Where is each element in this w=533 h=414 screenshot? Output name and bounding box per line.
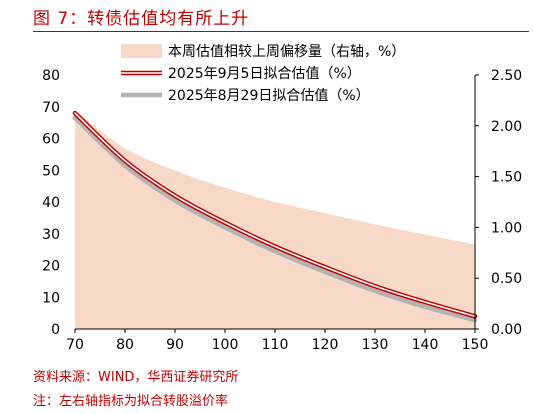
y-left-tick-label: 70 [42,100,60,116]
series-area-offset [75,110,475,329]
tick-layer: 70 80 90 100 110 120 130 140 150 0 10 20 30 40 50 60 70 8… [42,68,522,353]
x-tick-label: 130 [362,337,389,353]
area-layer [75,110,475,329]
x-tick-label: 100 [212,337,239,353]
source-note: 资料来源：WIND，华西证券研究所 [33,370,239,385]
x-tick-label: 90 [166,337,184,353]
y-left-tick-label: 50 [42,163,60,179]
figure-header: 图 7：转债估值均有所上升 [0,0,533,34]
y-right-tick-label: 0.50 [491,271,522,287]
legend-label: 2025年8月29日拟合估值（%） [168,88,370,104]
line-layer [72,110,478,323]
y-left-tick-label: 0 [51,322,60,338]
x-tick-label: 150 [462,337,489,353]
legend-label: 本周估值相较上周偏移量（右轴，%） [168,44,405,60]
legend-swatch-area [121,44,162,58]
y-left-tick-label: 30 [42,227,60,243]
y-right-tick-label: 2.50 [491,68,522,84]
y-left-tick-label: 40 [42,195,60,211]
x-tick-label: 80 [116,337,134,353]
y-left-tick-label: 60 [42,132,60,148]
x-tick-label: 110 [262,337,289,353]
title-rule [33,31,529,32]
y-left-tick-label: 10 [42,290,60,306]
y-right-tick-label: 2.00 [491,119,522,135]
series-line-20250905-inner [74,112,476,318]
y-left-tick-label: 80 [42,68,60,84]
legend-label: 2025年9月5日拟合估值（%） [168,66,361,82]
legend: 本周估值相较上周偏移量（右轴，%） 2025年9月5日拟合估值（%） 2025年8月… [121,44,405,104]
y-right-tick-label: 1.50 [491,170,522,186]
x-tick-label: 120 [312,337,339,353]
figure-title: 图 7：转债估值均有所上升 [33,9,250,29]
series-line-20250829 [72,115,478,323]
x-tick-label: 140 [412,337,439,353]
footnote: 注：左右轴指标为拟合转股溢价率 [33,394,229,409]
y-left-tick-label: 20 [42,259,60,275]
x-tick-label: 70 [66,337,84,353]
chart: 70 80 90 100 110 120 130 140 150 0 10 20 30 40 50 60 70 8… [42,44,522,353]
y-right-tick-label: 0.00 [491,322,522,338]
y-right-tick-label: 1.00 [491,220,522,236]
